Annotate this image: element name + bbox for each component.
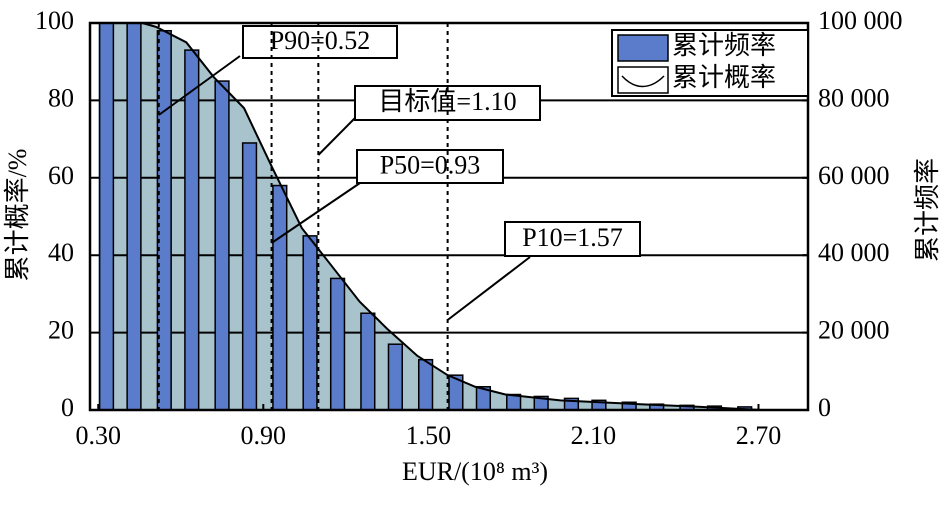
y-tick-label: 60 xyxy=(48,161,74,190)
bar xyxy=(329,277,346,411)
bar xyxy=(126,22,142,411)
y-tick-label: 40 xyxy=(48,238,74,267)
x-tick-label: 0.30 xyxy=(76,421,122,450)
legend-wave xyxy=(621,75,665,88)
y-tick-label: 0 xyxy=(61,393,74,422)
bar xyxy=(184,49,200,411)
annotation-box xyxy=(242,25,398,59)
annotation-label: P50=0.93 xyxy=(380,150,481,179)
x-axis-title: EUR/(10⁸ m³) xyxy=(402,457,548,486)
y-tick-label: 80 xyxy=(48,83,74,112)
bar xyxy=(214,80,230,411)
leader-line xyxy=(317,117,356,156)
y2-axis-title: 累计频率 xyxy=(913,158,942,262)
x-tick-label: 1.50 xyxy=(406,421,452,450)
annotation-box xyxy=(356,149,504,184)
y-tick-label: 100 xyxy=(35,6,74,35)
bar xyxy=(360,312,376,411)
annotation-label: P90=0.52 xyxy=(270,26,371,55)
x-tick-label: 2.70 xyxy=(736,421,782,450)
y2-tick-label: 100 000 xyxy=(818,6,903,35)
y2-tick-label: 80 000 xyxy=(818,83,890,112)
y2-tick-label: 0 xyxy=(818,393,831,422)
legend-label: 累计概率 xyxy=(672,63,776,92)
bar xyxy=(417,358,434,411)
leader-line xyxy=(447,256,531,321)
y-axis-title: 累计概率/% xyxy=(3,149,32,282)
legend-label: 累计频率 xyxy=(672,31,776,60)
annotation-label: P10=1.57 xyxy=(522,223,623,252)
bar xyxy=(387,343,403,411)
legend-swatch xyxy=(617,34,669,62)
bar xyxy=(302,235,318,411)
bar xyxy=(272,184,288,411)
leader-line xyxy=(271,182,361,244)
y2-tick-label: 20 000 xyxy=(818,316,890,345)
curve xyxy=(98,22,803,411)
leader-line xyxy=(158,55,241,116)
y-tick-label: 20 xyxy=(48,316,74,345)
plot-frame xyxy=(88,21,810,412)
bar xyxy=(98,22,115,411)
x-tick-label: 0.90 xyxy=(241,421,287,450)
y2-tick-label: 40 000 xyxy=(818,238,890,267)
annotation-box xyxy=(504,221,641,257)
x-tick-label: 2.10 xyxy=(571,421,617,450)
bar xyxy=(241,142,258,411)
y2-tick-label: 60 000 xyxy=(818,161,890,190)
